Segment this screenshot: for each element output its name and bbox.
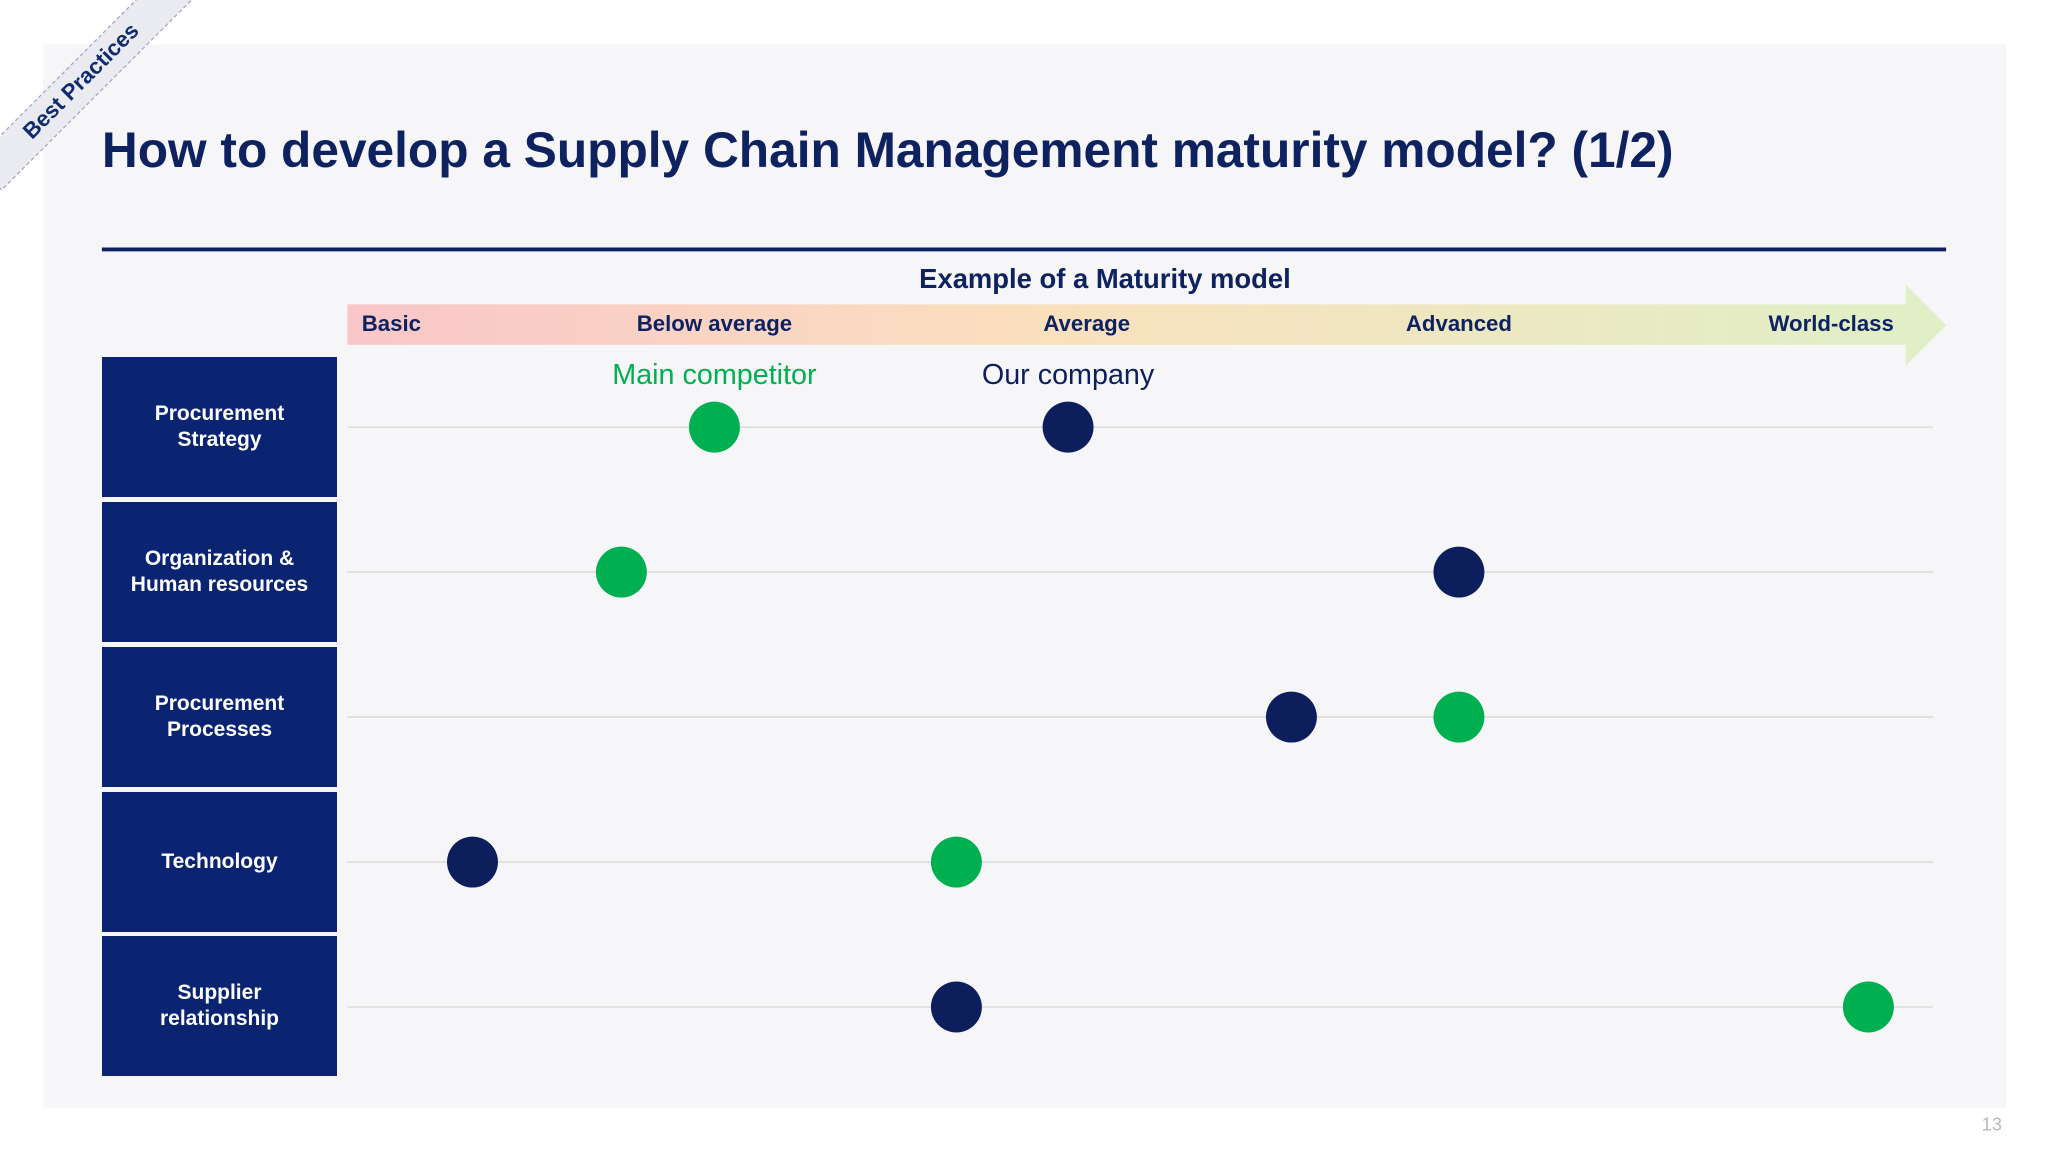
dot	[930, 981, 982, 1033]
row-label: Procurement Processes	[102, 646, 337, 787]
dot	[1842, 981, 1894, 1033]
badge-ribbon	[0, 0, 197, 191]
x-tick-label: Advanced	[1406, 311, 1512, 336]
panel	[43, 44, 2007, 1108]
row-label: Procurement Strategy	[102, 356, 337, 497]
dot	[595, 546, 647, 598]
dot	[1265, 691, 1317, 743]
x-tick-label: Average	[1043, 311, 1130, 336]
dot	[688, 401, 740, 453]
dot	[1433, 691, 1485, 743]
dot	[1042, 401, 1094, 453]
x-tick-label: Basic	[362, 311, 421, 336]
row-label: Technology	[102, 791, 337, 932]
maturity-band	[347, 304, 1907, 345]
dot	[1433, 546, 1485, 598]
x-tick-label: Below average	[637, 311, 792, 336]
dot	[930, 836, 982, 888]
row-label: Organization & Human resources	[102, 501, 337, 642]
maturity-arrow	[1905, 284, 1947, 366]
legend-label: Our company	[982, 359, 1155, 391]
row-label: Supplier relationship	[102, 936, 337, 1077]
dot	[447, 836, 498, 888]
chart-subtitle: Example of a Maturity model	[919, 263, 1291, 294]
legend-label: Main competitor	[612, 359, 817, 391]
chart-title: How to develop a Supply Chain Management…	[102, 122, 1674, 178]
page-number: 13	[1982, 1114, 2002, 1135]
x-tick-label: World-class	[1769, 311, 1894, 336]
